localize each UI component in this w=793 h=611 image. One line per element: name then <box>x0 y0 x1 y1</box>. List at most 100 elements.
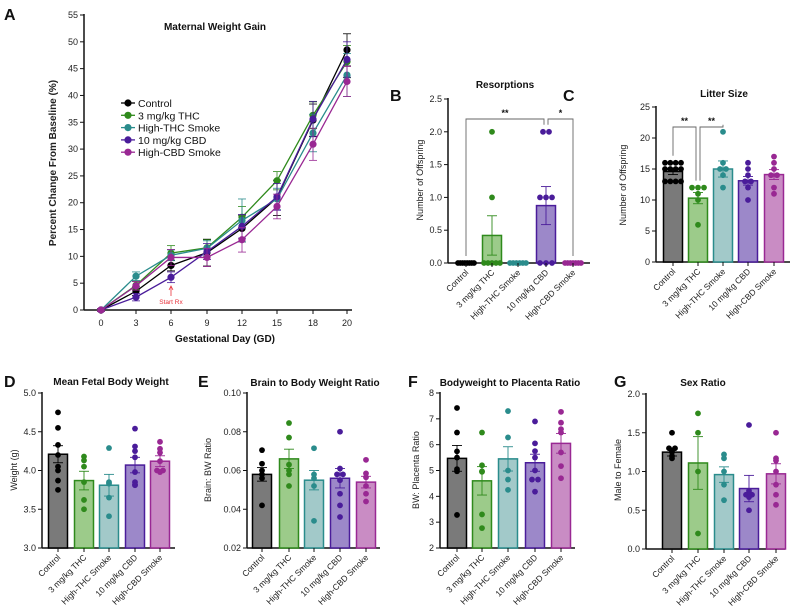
y-tick-label: 0 <box>73 305 78 315</box>
bar-group <box>497 408 519 549</box>
legend-label: Control <box>138 98 172 110</box>
y-tick-label: 0.0 <box>429 258 442 268</box>
data-point <box>311 475 317 482</box>
data-point <box>678 159 684 166</box>
data-point <box>549 260 555 266</box>
y-tick-label: 3.0 <box>23 543 36 553</box>
y-tick-label: 1.5 <box>627 428 640 438</box>
data-point <box>259 475 265 482</box>
data-point <box>337 502 343 509</box>
x-tick-label: 9 <box>204 318 209 328</box>
series-line <box>100 49 348 311</box>
data-point <box>81 497 87 503</box>
y-tick-label: 6 <box>429 440 434 450</box>
y-axis-label: BW: Placenta Ratio <box>411 431 421 509</box>
series-line <box>100 61 348 311</box>
chart-title: Bodyweight to Placenta Ratio <box>440 378 581 389</box>
data-point <box>773 491 779 498</box>
x-tick-label: 6 <box>168 318 173 328</box>
y-tick-label: 0.04 <box>223 504 241 514</box>
data-point <box>773 501 779 508</box>
bar-group <box>738 422 760 550</box>
bar-group <box>329 428 351 549</box>
data-point <box>259 447 265 454</box>
data-point <box>771 184 777 191</box>
bar-group <box>251 447 273 549</box>
bar <box>662 170 684 263</box>
data-point <box>746 422 752 428</box>
data-point <box>311 517 317 524</box>
data-point <box>167 273 175 281</box>
series-line <box>100 59 348 311</box>
data-point <box>717 166 723 172</box>
legend-label: 3 mg/kg THC <box>138 110 200 122</box>
y-tick-label: 4.0 <box>23 466 36 476</box>
data-point <box>479 429 485 436</box>
y-axis-label: Weight (g) <box>9 449 19 490</box>
y-tick-label: 8 <box>429 388 434 398</box>
bar <box>329 477 351 549</box>
data-point <box>259 502 265 509</box>
arrow-head <box>168 285 174 291</box>
y-tick-label: 55 <box>68 10 78 20</box>
data-point <box>558 419 564 426</box>
data-point <box>745 166 751 172</box>
data-point <box>720 128 726 135</box>
y-tick-label: 0.0 <box>627 544 640 554</box>
data-point <box>667 178 674 185</box>
y-tick-label: 25 <box>68 171 78 181</box>
data-point <box>523 260 529 266</box>
y-tick-label: 40 <box>68 90 78 100</box>
data-point <box>695 184 701 191</box>
significance-bracket <box>465 118 545 256</box>
data-point <box>106 494 112 501</box>
bar-group <box>763 153 785 263</box>
data-point <box>720 172 726 179</box>
y-tick-label: 45 <box>68 64 78 74</box>
data-point <box>363 483 369 489</box>
data-point <box>259 460 265 467</box>
data-point <box>529 476 535 483</box>
data-point <box>748 178 754 185</box>
y-axis-label: Number of Offspring <box>618 145 628 226</box>
data-point <box>132 425 138 432</box>
data-point <box>558 463 564 470</box>
data-point <box>771 190 777 197</box>
bar-group <box>765 429 787 550</box>
panel-d: D Mean Fetal Body Weight Weight (g) 3.0 3.5 4… <box>4 374 175 607</box>
data-point <box>157 469 163 475</box>
bar <box>712 168 734 263</box>
data-point <box>771 159 777 166</box>
panel-letter: G <box>614 374 626 391</box>
data-point <box>721 455 727 462</box>
data-point <box>505 467 511 474</box>
data-point <box>479 468 485 475</box>
x-tick-label: High-CBD Smoke <box>523 267 578 322</box>
data-point <box>363 490 369 497</box>
y-tick-label: 20 <box>640 133 650 143</box>
data-point <box>363 474 369 481</box>
y-tick-label: 2 <box>429 543 434 553</box>
panel-c: C Litter Size Number of Offspring 0 5 10 15 20 2… <box>563 88 790 321</box>
data-point <box>695 197 701 203</box>
panel-letter: E <box>198 374 209 391</box>
data-point <box>337 465 343 472</box>
data-point <box>132 443 138 450</box>
data-point <box>689 184 695 191</box>
data-point <box>558 429 564 436</box>
y-tick-label: 5 <box>429 466 434 476</box>
data-point <box>479 525 485 532</box>
panel-e: E Brain to Body Weight Ratio Brain: BW Rat… <box>198 374 380 607</box>
x-tick-label: 12 <box>237 318 247 328</box>
data-point <box>745 197 751 203</box>
x-tick-label: 15 <box>272 318 282 328</box>
data-point <box>167 253 175 262</box>
significance-label: ** <box>708 116 716 126</box>
data-point <box>286 420 292 426</box>
y-tick-label: 2.0 <box>429 127 442 137</box>
data-point <box>695 530 701 537</box>
legend-label: High-THC Smoke <box>138 123 220 135</box>
y-tick-label: 0.02 <box>223 543 241 553</box>
data-point <box>505 434 511 441</box>
data-point <box>286 461 292 468</box>
